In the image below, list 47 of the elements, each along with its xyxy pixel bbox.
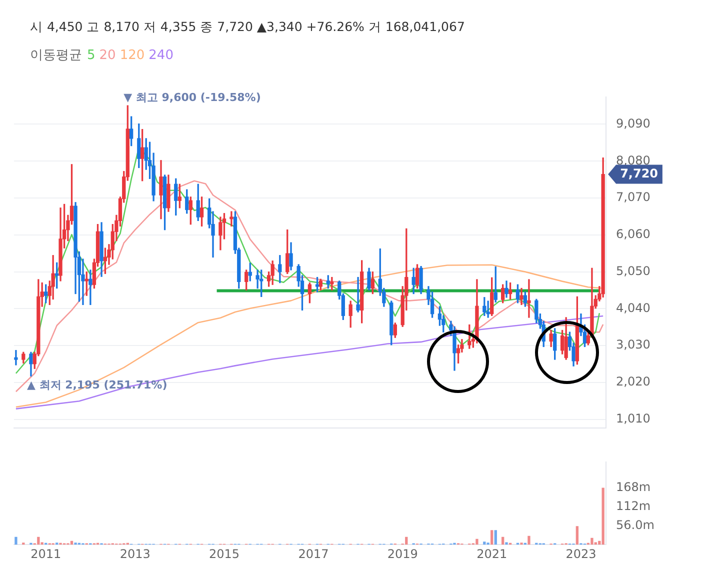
bar — [576, 526, 579, 545]
text: 240 — [148, 48, 174, 63]
x-tick-label: 2023 — [566, 546, 596, 561]
bar — [590, 538, 594, 545]
annotation: 7,720 — [620, 166, 658, 180]
bar — [602, 488, 604, 545]
y-tick-label: 9,090 — [616, 116, 650, 130]
x-tick-label: 2011 — [30, 546, 62, 561]
y-tick-label: 3,030 — [616, 338, 650, 352]
x-tick-label: 2017 — [298, 546, 329, 561]
text: 5 — [87, 48, 96, 63]
candlestick — [527, 279, 531, 318]
y-tick-label: 4,040 — [616, 300, 650, 315]
bar — [505, 542, 508, 545]
x-tick-label: 2019 — [387, 546, 418, 561]
candlestick — [356, 276, 360, 312]
annotation: ▼ 최고 9,600 (-19.58%) — [124, 90, 261, 104]
bar — [70, 540, 74, 545]
candlestick — [230, 211, 234, 226]
y-tick-label: 112m — [616, 499, 651, 514]
chart-subtitle: 시 4,450 고 8,170 저 4,355 종 7,720 ▲3,340 +76.26% 거 168,041,067 — [30, 19, 465, 36]
text: 20 — [99, 48, 116, 63]
y-tick-label: 168m — [616, 480, 651, 494]
bar — [483, 542, 486, 545]
bar — [37, 536, 40, 545]
y-tick-label: 5,050 — [616, 264, 650, 278]
y-tick-label: 2,020 — [616, 374, 650, 389]
candlestick — [486, 300, 490, 318]
x-tick-label: 2013 — [120, 546, 150, 561]
y-tick-label: 7,070 — [616, 190, 650, 204]
y-tick-label: 1,010 — [616, 412, 650, 426]
x-tick-label: 2015 — [208, 546, 240, 561]
bar — [405, 536, 408, 545]
bar — [528, 536, 530, 545]
candlestick — [88, 270, 92, 306]
legend-title: 이동평균 — [30, 48, 82, 63]
bar — [476, 538, 478, 545]
bar — [14, 536, 18, 545]
text: 120 — [120, 48, 145, 63]
bar — [494, 530, 497, 545]
bar — [502, 536, 504, 545]
y-tick-label: 56.0m — [616, 518, 654, 532]
y-tick-label: 8,080 — [616, 153, 650, 168]
y-tick-label: 6,060 — [616, 227, 650, 242]
bar — [490, 530, 494, 545]
x-tick-label: 2021 — [476, 546, 508, 561]
candlestick — [14, 350, 18, 366]
